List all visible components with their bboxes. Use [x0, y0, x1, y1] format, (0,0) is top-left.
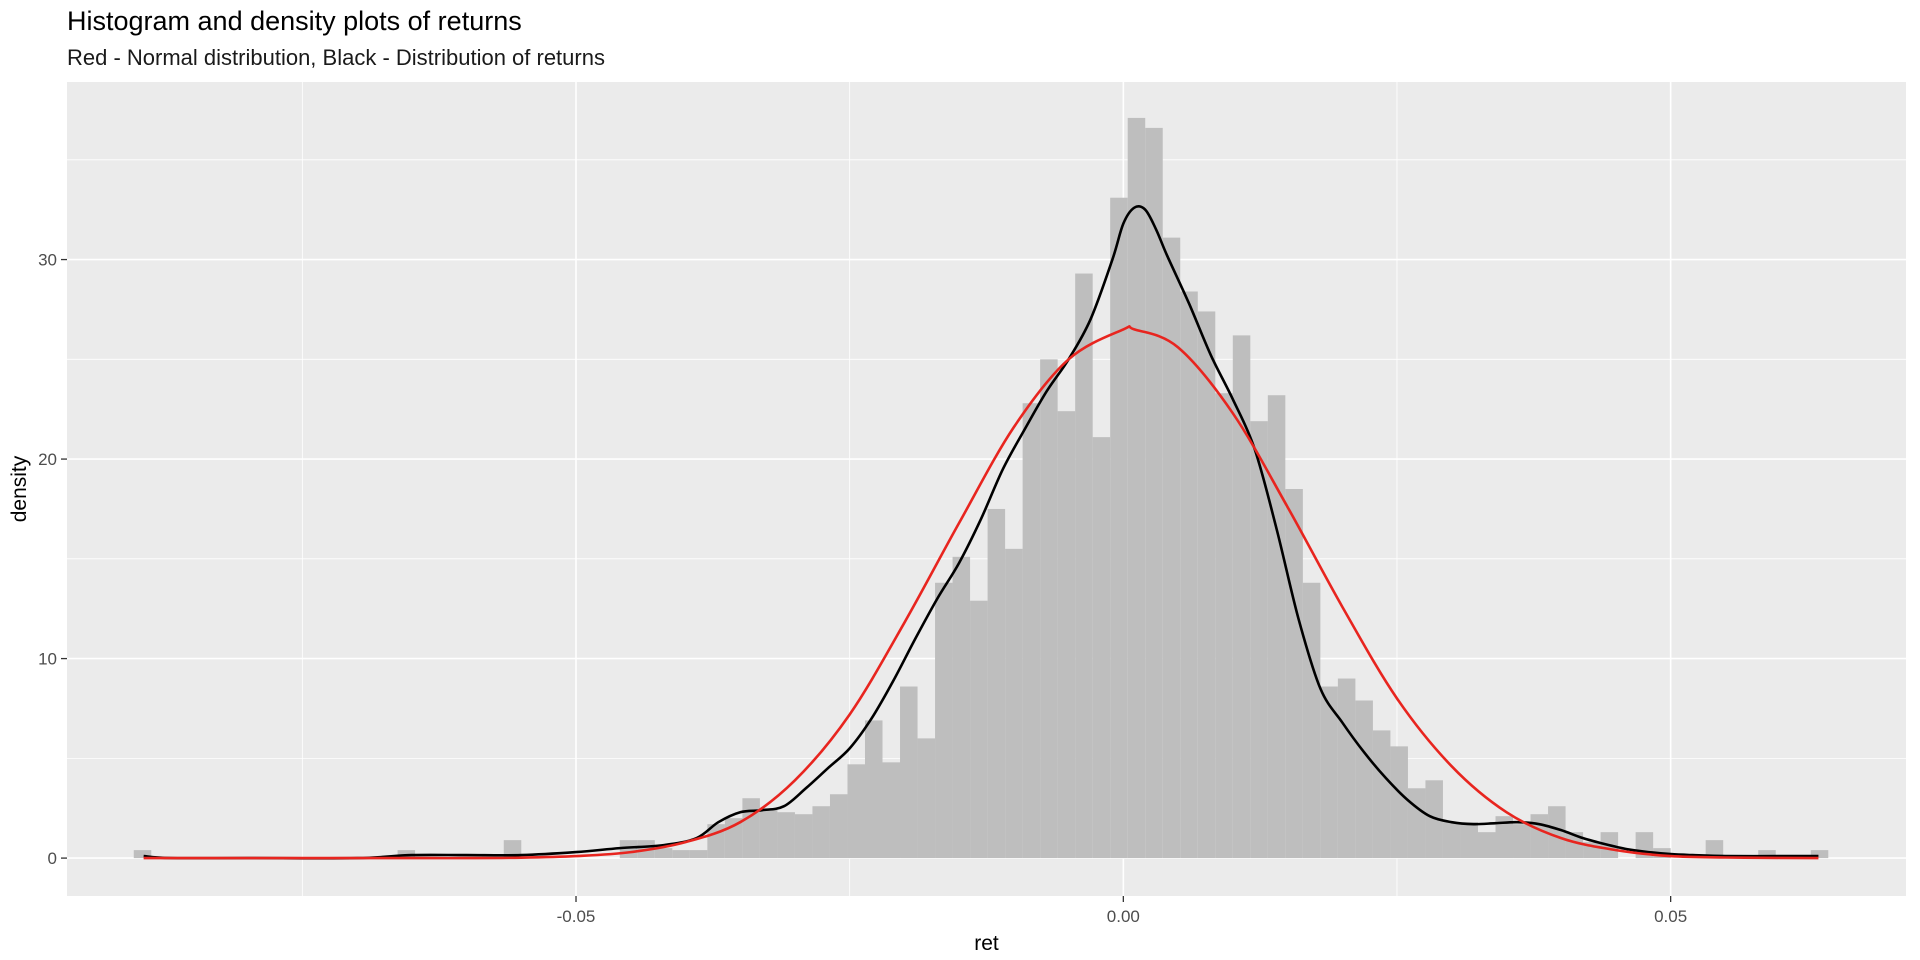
x-tick-label: -0.05	[557, 907, 596, 926]
histogram-bar	[654, 848, 673, 859]
histogram-bar	[1758, 850, 1776, 859]
histogram-bar	[952, 556, 971, 859]
histogram-bar	[1355, 700, 1373, 859]
histogram-bar	[1548, 806, 1566, 859]
histogram-bar	[864, 720, 883, 859]
histogram-bar	[1495, 816, 1514, 859]
histogram-bar	[1197, 311, 1216, 859]
histogram-bar	[1040, 359, 1058, 859]
x-axis-title: ret	[974, 932, 999, 955]
y-tick-label: 0	[48, 849, 57, 868]
x-tick-label: 0.05	[1654, 907, 1687, 926]
histogram-bar	[133, 850, 152, 859]
histogram-bar	[777, 812, 795, 859]
histogram-bar	[1530, 814, 1549, 859]
histogram-bar	[829, 794, 848, 859]
histogram-bar	[1372, 730, 1391, 859]
chart-title: Histogram and density plots of returns	[67, 6, 522, 36]
histogram-bar	[1022, 403, 1041, 859]
histogram-bar	[503, 840, 522, 859]
histogram-bar	[1477, 832, 1496, 859]
histogram-bar	[689, 850, 708, 859]
y-tick-label: 30	[38, 251, 57, 270]
histogram-bar	[847, 764, 865, 859]
density-curves	[143, 205, 1819, 860]
histogram-bar	[1302, 582, 1321, 859]
histogram-bar	[1232, 335, 1251, 859]
histogram-bar	[917, 738, 936, 859]
chart-subtitle: Red - Normal distribution, Black - Distr…	[67, 45, 605, 70]
histogram-bar	[1285, 489, 1303, 859]
histogram-bar	[1092, 437, 1111, 859]
histogram-bar	[1705, 840, 1724, 859]
y-axis: 0 10 20 30	[38, 251, 67, 868]
histogram-bar	[882, 762, 901, 859]
histogram-bar	[1810, 850, 1829, 859]
x-axis: -0.05 0.00 0.05	[557, 896, 1687, 926]
histogram-bar	[672, 850, 690, 859]
histogram-bar	[742, 798, 760, 859]
histogram-bar	[1145, 127, 1163, 859]
histogram-bar	[935, 582, 953, 859]
histogram-bar	[1320, 686, 1338, 859]
histogram-bar	[987, 508, 1006, 859]
histogram-bar	[1513, 824, 1531, 859]
histogram-bar	[900, 686, 918, 859]
y-axis-title: density	[8, 455, 31, 522]
histogram-bar	[1337, 678, 1356, 859]
histogram-bar	[1075, 273, 1093, 859]
histogram-bar	[1127, 117, 1146, 859]
histogram-bar	[794, 814, 813, 859]
histogram-bar	[1162, 237, 1181, 859]
y-tick-label: 10	[38, 650, 57, 669]
histogram-bar	[1442, 822, 1461, 859]
x-tick-label: 0.00	[1107, 907, 1140, 926]
histogram-bar	[812, 806, 830, 859]
histogram-bar	[724, 818, 743, 859]
histogram-bar	[1407, 788, 1426, 859]
histogram-bar	[1110, 197, 1128, 859]
histogram-bar	[970, 600, 988, 859]
histogram-bar	[1390, 746, 1408, 859]
histogram-bar	[759, 808, 778, 859]
histogram-bar	[1180, 291, 1198, 859]
normal-density-curve	[143, 325, 1819, 860]
histogram-bar	[1057, 411, 1076, 859]
histogram-bar	[1215, 393, 1233, 859]
histogram-bar	[1250, 421, 1268, 859]
histogram-bar	[1565, 832, 1584, 859]
histogram-bar	[1005, 548, 1023, 859]
histogram-bar	[1267, 395, 1286, 859]
histogram-bar	[1460, 822, 1478, 859]
y-tick-label: 20	[38, 450, 57, 469]
